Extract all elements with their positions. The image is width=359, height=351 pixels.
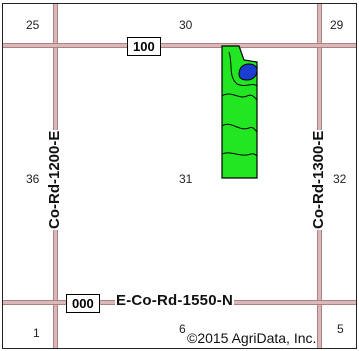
- section-36: 36: [26, 172, 40, 186]
- section-31: 31: [179, 172, 193, 186]
- soil-boundary-4: [221, 152, 258, 157]
- copyright-text: ©2015 AgriData, Inc.: [187, 330, 317, 346]
- section-29: 29: [330, 18, 344, 32]
- road-label-co-rd-1200-e: Co-Rd-1200-E: [46, 129, 63, 230]
- section-32: 32: [333, 172, 347, 186]
- section-1: 1: [33, 326, 40, 340]
- road-label-e-co-rd-1550-n: E-Co-Rd-1550-N: [115, 292, 234, 309]
- road-label-co-rd-1300-e: Co-Rd-1300-E: [310, 129, 327, 230]
- road-100: [3, 43, 356, 48]
- water-area: [238, 63, 258, 81]
- road-shield-000: 000: [66, 294, 100, 313]
- road-shield-100: 100: [127, 37, 161, 56]
- section-5: 5: [337, 322, 344, 336]
- section-30: 30: [179, 18, 193, 32]
- soil-boundary-3: [221, 123, 258, 133]
- soil-boundary-2: [221, 93, 258, 101]
- field-overlay: [221, 45, 258, 179]
- section-6: 6: [179, 322, 186, 336]
- soil-boundary-1: [228, 51, 258, 87]
- map-frame[interactable]: 25 30 29 36 31 32 1 6 5 100 000 E-Co-Rd-…: [2, 3, 357, 349]
- section-25: 25: [26, 18, 40, 32]
